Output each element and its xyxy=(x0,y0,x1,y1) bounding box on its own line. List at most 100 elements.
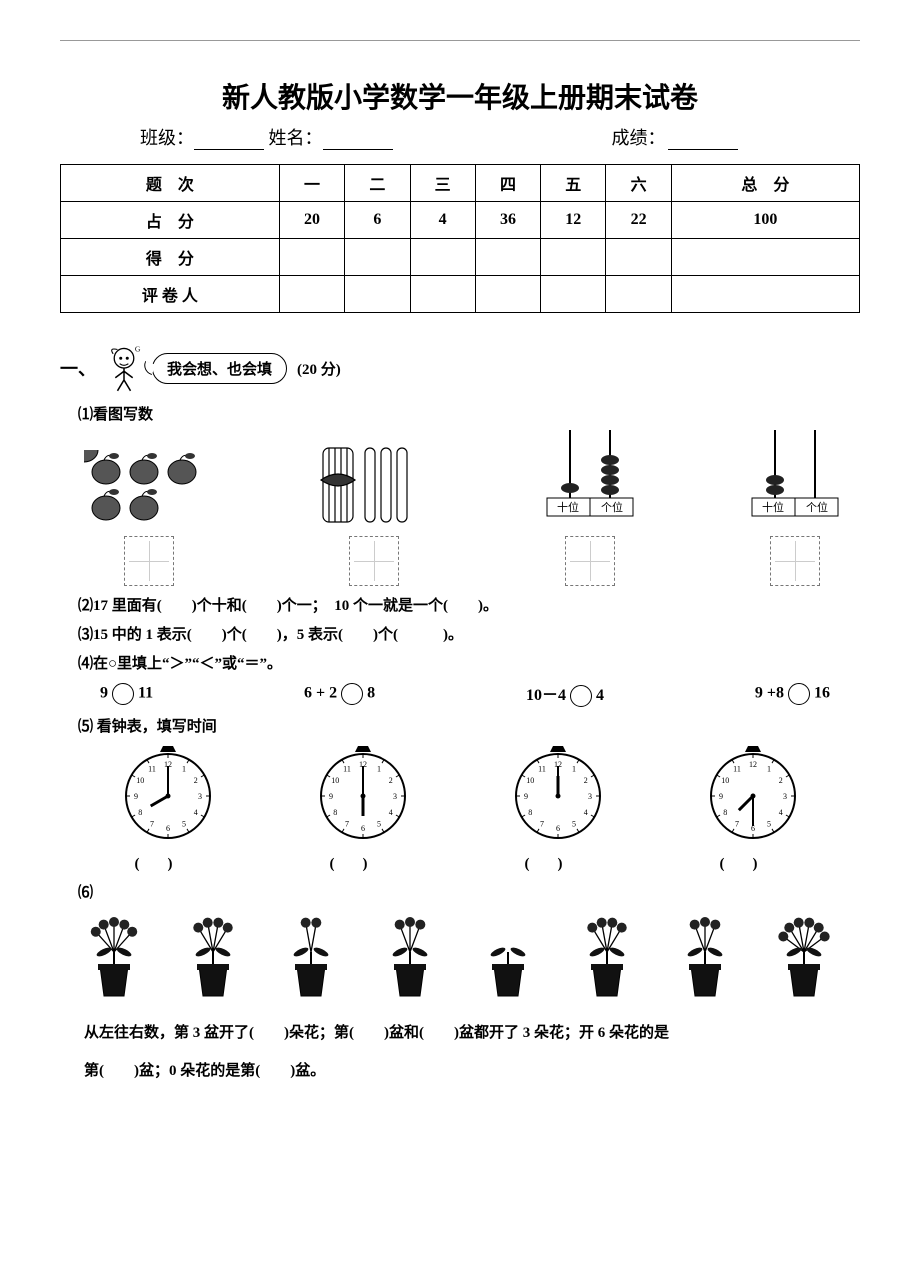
peaches-icon xyxy=(84,450,214,530)
svg-text:1: 1 xyxy=(572,765,576,774)
svg-text:4: 4 xyxy=(583,808,587,817)
plants-row xyxy=(66,908,854,1008)
section-points: (20 分) xyxy=(297,358,341,379)
answer-box[interactable] xyxy=(124,536,174,586)
row-label: 评 卷 人 xyxy=(61,276,280,313)
table-row: 占 分 20 6 4 36 12 22 100 xyxy=(61,202,860,239)
cell: 22 xyxy=(606,202,671,239)
svg-text:11: 11 xyxy=(343,765,351,774)
svg-text:11: 11 xyxy=(538,765,546,774)
cell[interactable] xyxy=(541,239,606,276)
svg-text:十位: 十位 xyxy=(557,500,579,514)
svg-text:10: 10 xyxy=(136,776,144,785)
svg-text:1: 1 xyxy=(377,765,381,774)
circle-blank[interactable] xyxy=(341,683,363,705)
q1-item-sticks xyxy=(309,440,439,586)
answer-box[interactable] xyxy=(770,536,820,586)
name-label: 姓名： xyxy=(269,128,323,148)
cell[interactable] xyxy=(541,276,606,313)
q1-label: ⑴看图写数 xyxy=(78,403,860,424)
plant-icon xyxy=(665,908,747,1008)
cell[interactable] xyxy=(410,239,475,276)
svg-text:2: 2 xyxy=(388,776,392,785)
cell[interactable] xyxy=(345,239,410,276)
svg-text:2: 2 xyxy=(193,776,197,785)
circle-blank[interactable] xyxy=(112,683,134,705)
q1-item-peaches xyxy=(84,450,214,586)
svg-text:8: 8 xyxy=(138,808,142,817)
q3-text: ⑶15 中的 1 表示( )个( )，5 表示( )个( )。 xyxy=(78,623,860,644)
paren-blank[interactable]: () xyxy=(720,856,786,873)
mascot-icon: G xyxy=(102,343,146,393)
cell[interactable] xyxy=(279,239,344,276)
q1-item-abacus-2: 十位 个位 xyxy=(740,430,850,586)
th: 题 次 xyxy=(61,165,280,202)
svg-text:个位: 个位 xyxy=(601,500,623,514)
paren-blank[interactable]: () xyxy=(525,856,591,873)
svg-text:5: 5 xyxy=(572,820,576,829)
svg-text:4: 4 xyxy=(778,808,782,817)
score-blank[interactable] xyxy=(668,132,738,150)
svg-text:5: 5 xyxy=(182,820,186,829)
clock-row: 123456789101112 123456789101112 12345678… xyxy=(70,746,850,846)
svg-text:7: 7 xyxy=(345,820,349,829)
svg-text:3: 3 xyxy=(783,792,787,801)
cell[interactable] xyxy=(671,276,859,313)
svg-text:1: 1 xyxy=(767,765,771,774)
cell[interactable] xyxy=(606,239,671,276)
q6-line1: 从左往右数，第 3 盆开了( )朵花；第( )盆和( )盆都开了 3 朵花；开 … xyxy=(84,1018,860,1050)
name-blank[interactable] xyxy=(323,132,393,150)
svg-text:9: 9 xyxy=(134,792,138,801)
plant-icon xyxy=(74,908,156,1008)
cell[interactable] xyxy=(606,276,671,313)
cell[interactable] xyxy=(279,276,344,313)
svg-text:5: 5 xyxy=(767,820,771,829)
svg-text:4: 4 xyxy=(388,808,392,817)
svg-text:7: 7 xyxy=(150,820,154,829)
paren-blank[interactable]: () xyxy=(330,856,396,873)
svg-text:9: 9 xyxy=(329,792,333,801)
cell[interactable] xyxy=(475,276,540,313)
cell[interactable] xyxy=(345,276,410,313)
svg-text:6: 6 xyxy=(166,824,170,833)
svg-text:G: G xyxy=(135,345,141,354)
clock-icon: 123456789101112 xyxy=(698,746,808,846)
svg-text:2: 2 xyxy=(778,776,782,785)
table-row: 题 次 一 二 三 四 五 六 总 分 xyxy=(61,165,860,202)
clock-icon: 123456789101112 xyxy=(113,746,223,846)
cell: 20 xyxy=(279,202,344,239)
plant-icon xyxy=(173,908,255,1008)
svg-text:8: 8 xyxy=(528,808,532,817)
cell[interactable] xyxy=(671,239,859,276)
class-label: 班级： xyxy=(140,128,194,148)
svg-text:10: 10 xyxy=(331,776,339,785)
cell[interactable] xyxy=(410,276,475,313)
circle-blank[interactable] xyxy=(570,685,592,707)
row-label: 占 分 xyxy=(61,202,280,239)
svg-text:个位: 个位 xyxy=(806,500,828,514)
page-title: 新人教版小学数学一年级上册期末试卷 xyxy=(60,76,860,116)
svg-text:10: 10 xyxy=(526,776,534,785)
answer-box[interactable] xyxy=(349,536,399,586)
cell[interactable] xyxy=(475,239,540,276)
cmp-b: 6 + 28 xyxy=(304,683,375,705)
plant-icon xyxy=(370,908,452,1008)
th: 总 分 xyxy=(671,165,859,202)
cell: 100 xyxy=(671,202,859,239)
plant-icon xyxy=(764,908,846,1008)
answer-box[interactable] xyxy=(565,536,615,586)
q1-images-row: 十位 个位 十位 个位 xyxy=(84,430,850,586)
paren-blank[interactable]: () xyxy=(135,856,201,873)
svg-text:十位: 十位 xyxy=(762,500,784,514)
circle-blank[interactable] xyxy=(788,683,810,705)
student-info: 班级： 姓名： 成绩： xyxy=(140,124,860,150)
svg-text:3: 3 xyxy=(393,792,397,801)
svg-text:4: 4 xyxy=(193,808,197,817)
th: 三 xyxy=(410,165,475,202)
plant-icon xyxy=(468,908,550,1008)
q6-line2: 第( )盆；0 朵花的是第( )盆。 xyxy=(84,1056,860,1088)
sticks-icon xyxy=(309,440,439,530)
class-blank[interactable] xyxy=(194,132,264,150)
cmp-a: 911 xyxy=(100,683,153,705)
clock-icon: 123456789101112 xyxy=(308,746,418,846)
